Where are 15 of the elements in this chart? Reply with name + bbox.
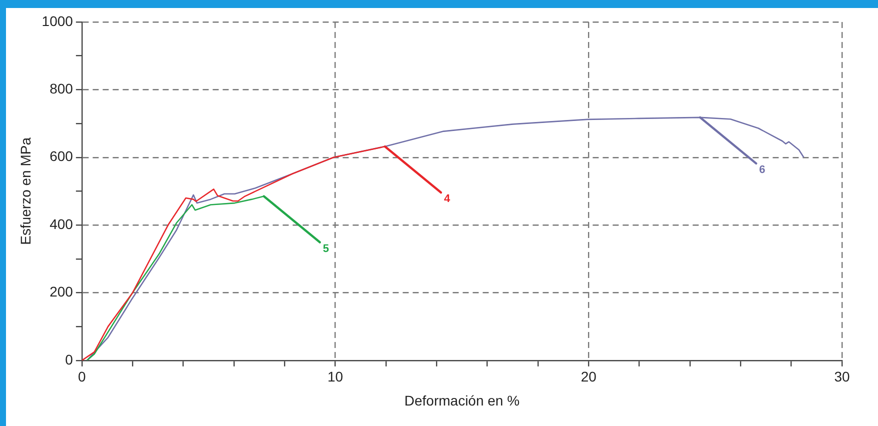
x-tick-label: 30 <box>834 368 850 385</box>
y-tick-label: 400 <box>50 216 74 232</box>
text: 6 <box>759 164 766 176</box>
y-tick-label: 0 <box>65 351 74 368</box>
y-axis-title: Esfuerzo en MPa <box>17 137 34 245</box>
y-tick-label: 600 <box>50 148 74 164</box>
x-axis-title: Deformación en % <box>404 392 520 408</box>
text: 5 <box>322 242 329 255</box>
x-tick-label: 20 <box>580 368 597 385</box>
y-tick-label: 200 <box>50 284 74 300</box>
y-tick-label: 800 <box>50 80 74 97</box>
y-tick-label: 1000 <box>42 12 74 29</box>
x-tick-label: 10 <box>328 368 344 385</box>
x-tick-label: 0 <box>78 368 86 385</box>
text: 4 <box>444 193 451 206</box>
